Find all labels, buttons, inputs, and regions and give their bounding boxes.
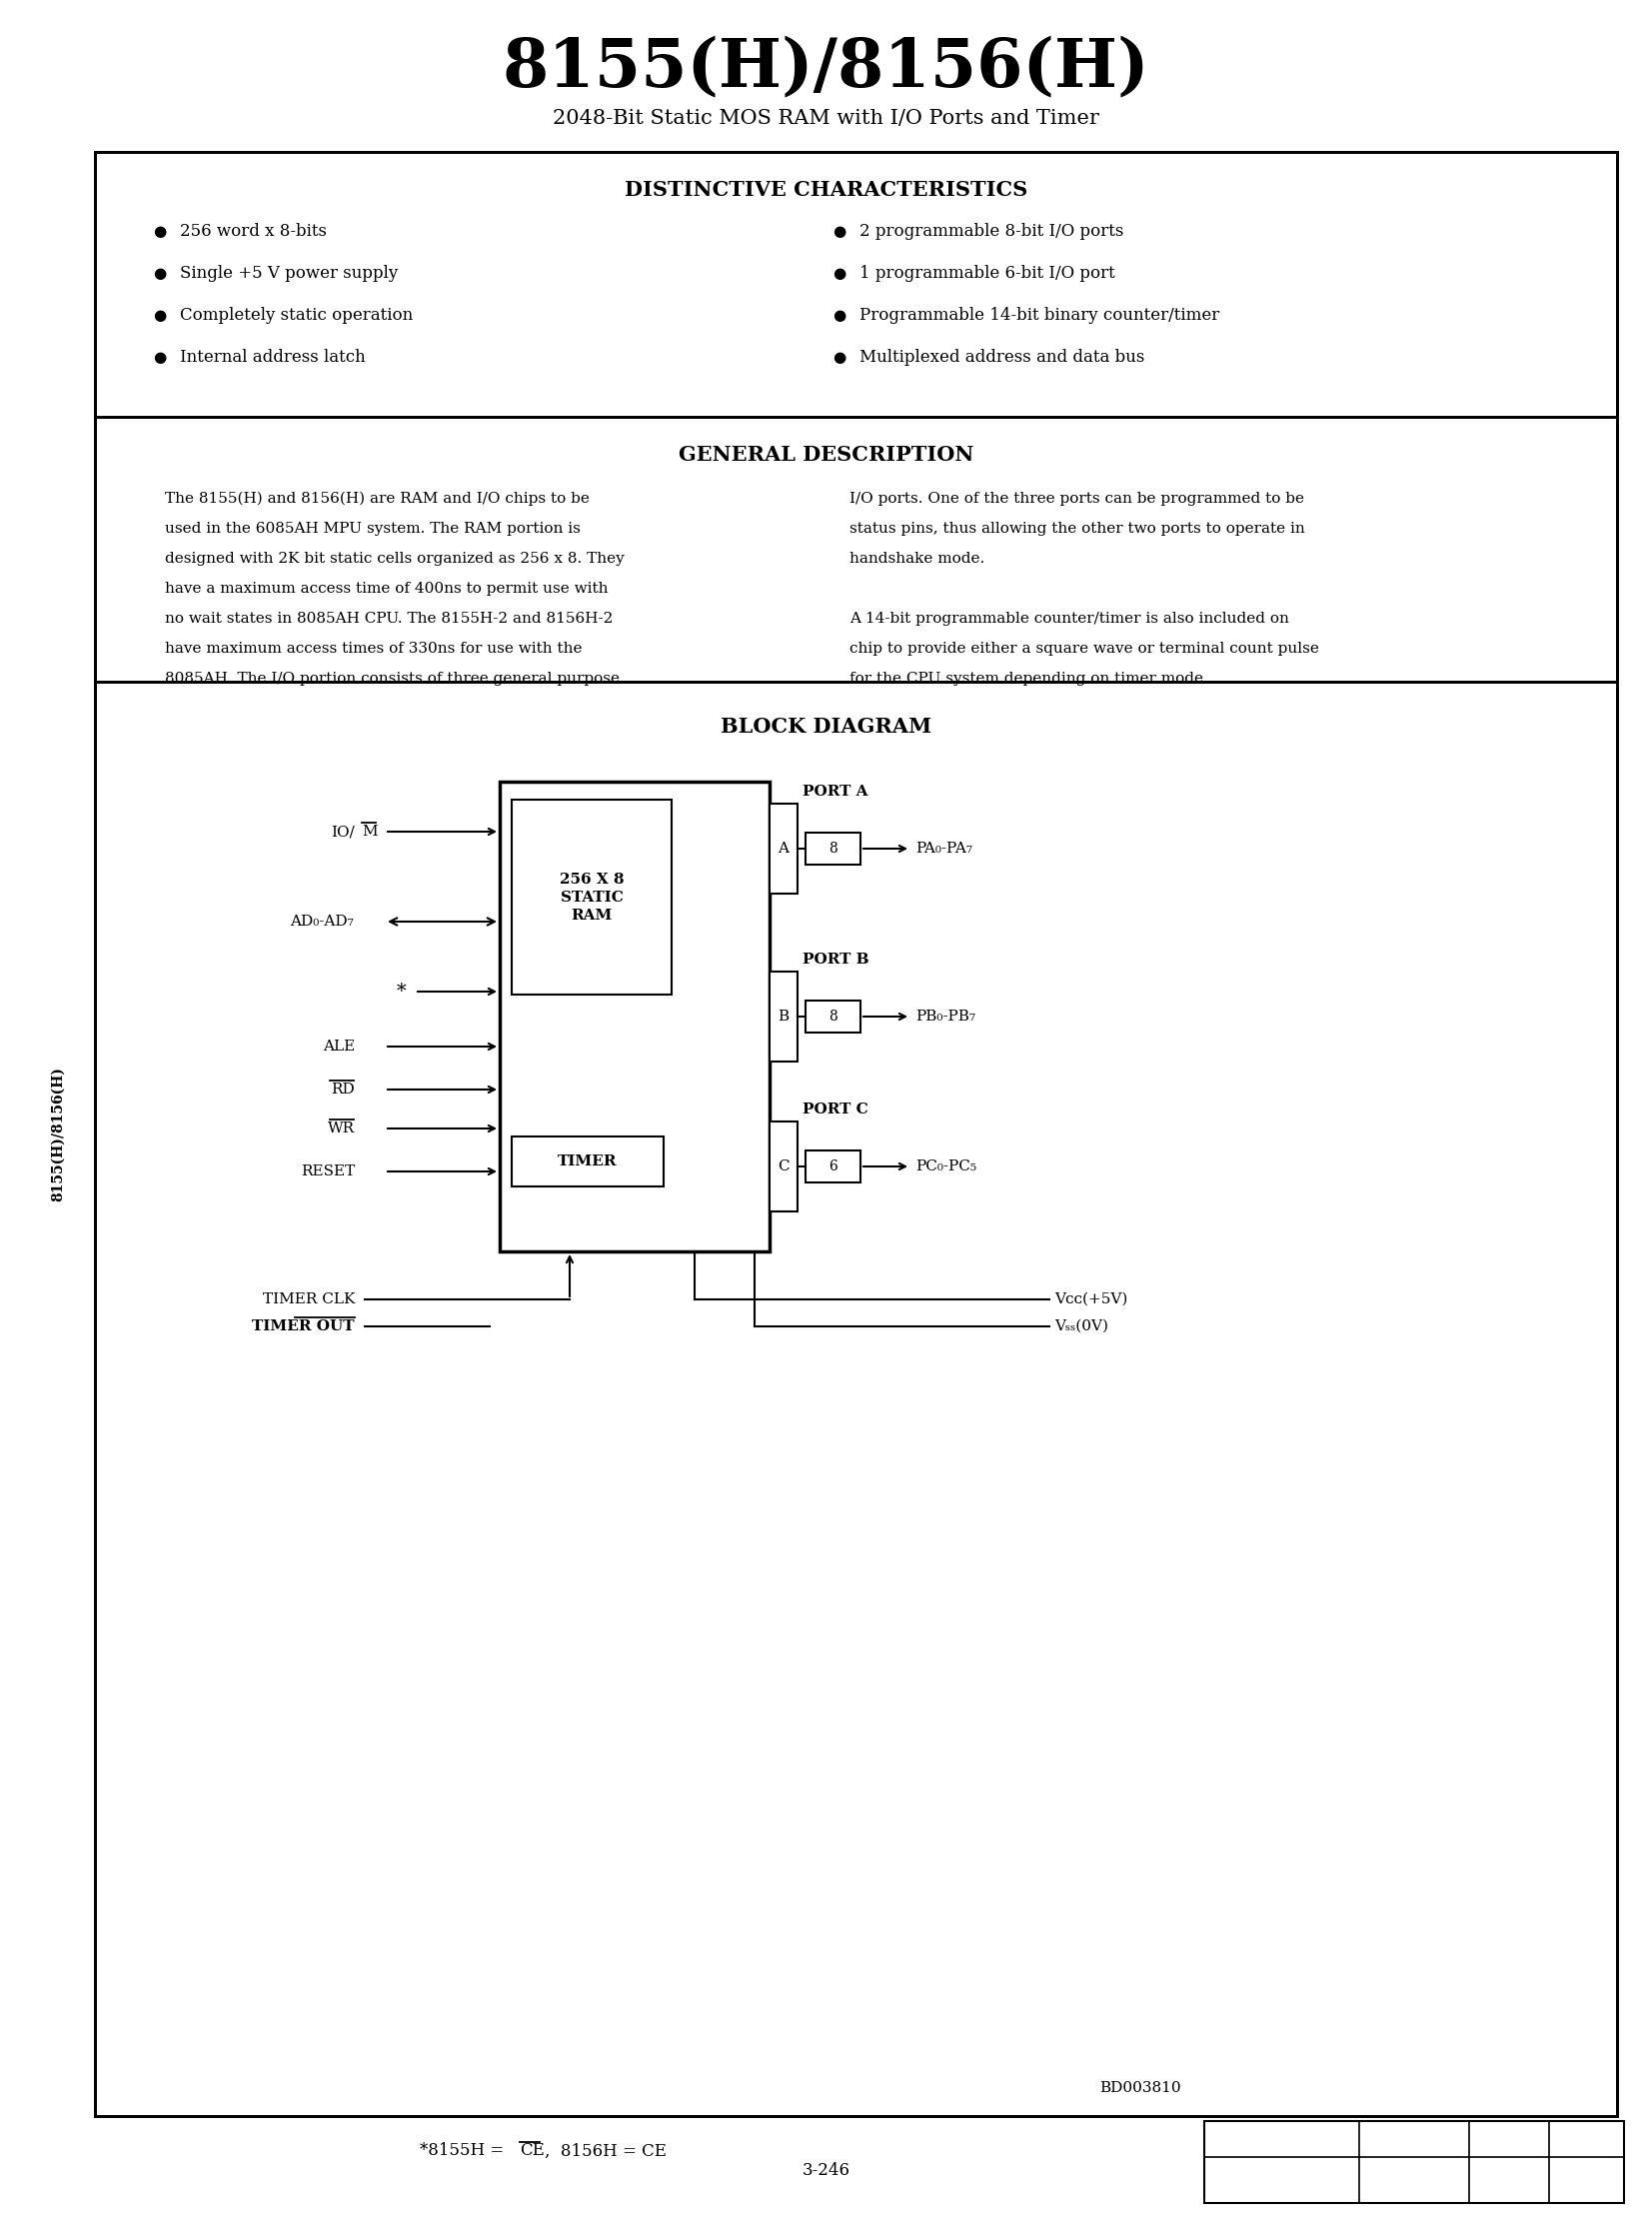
Text: used in the 6085AH MPU system. The RAM portion is: used in the 6085AH MPU system. The RAM p… (165, 521, 580, 536)
Text: ALE: ALE (322, 1040, 355, 1053)
Bar (512, 799, 672, 995)
Text: C: C (1404, 2170, 1414, 2184)
Text: 2048-Bit Static MOS RAM with I/O Ports and Timer: 2048-Bit Static MOS RAM with I/O Ports a… (553, 109, 1099, 127)
Text: DISTINCTIVE CHARACTERISTICS: DISTINCTIVE CHARACTERISTICS (624, 180, 1028, 200)
Text: *: * (396, 982, 406, 999)
Text: IO/: IO/ (330, 824, 355, 839)
Text: STATIC: STATIC (560, 890, 623, 904)
Text: C: C (778, 1160, 790, 1173)
Text: 256 word x 8-bits: 256 word x 8-bits (180, 223, 327, 240)
Bar (1204, 2121, 1624, 2204)
Text: A 14-bit programmable counter/timer is also included on: A 14-bit programmable counter/timer is a… (849, 612, 1289, 626)
Bar (770, 971, 798, 1062)
Text: ●: ● (833, 267, 846, 280)
Bar (94, 151, 1617, 416)
Text: RD: RD (330, 1082, 355, 1097)
Bar (94, 416, 1617, 681)
Text: Rev.: Rev. (1368, 2133, 1396, 2146)
Text: /0: /0 (1502, 2170, 1517, 2184)
Text: ●: ● (833, 309, 846, 323)
Text: for the CPU system depending on timer mode.: for the CPU system depending on timer mo… (849, 672, 1208, 686)
Text: have a maximum access time of 400ns to permit use with: have a maximum access time of 400ns to p… (165, 581, 608, 597)
Text: designed with 2K bit static cells organized as 256 x 8. They: designed with 2K bit static cells organi… (165, 552, 624, 565)
Text: ●: ● (154, 349, 167, 365)
Text: Issue Date: April 1987: Issue Date: April 1987 (1213, 2170, 1355, 2184)
Text: Vₛₛ(0V): Vₛₛ(0V) (1054, 1320, 1108, 1333)
Text: Programmable 14-bit binary counter/timer: Programmable 14-bit binary counter/timer (859, 307, 1219, 325)
Text: A: A (778, 841, 790, 855)
Text: Internal address latch: Internal address latch (180, 349, 365, 367)
Text: 8155(H)/8156(H): 8155(H)/8156(H) (51, 1066, 64, 1202)
Text: BLOCK DIAGRAM: BLOCK DIAGRAM (720, 717, 932, 737)
Text: WR: WR (327, 1122, 355, 1135)
Text: ●: ● (833, 349, 846, 365)
Text: GENERAL DESCRIPTION: GENERAL DESCRIPTION (679, 445, 973, 465)
Text: BD003810: BD003810 (1099, 2081, 1181, 2095)
Bar (806, 999, 861, 1033)
Text: Amendment: Amendment (1477, 2133, 1563, 2146)
Text: handshake mode.: handshake mode. (849, 552, 985, 565)
Text: AD₀-AD₇: AD₀-AD₇ (289, 915, 354, 928)
Text: Publication #: Publication # (1213, 2133, 1308, 2146)
Text: 1 programmable 6-bit I/O port: 1 programmable 6-bit I/O port (859, 265, 1115, 283)
Text: Multiplexed address and data bus: Multiplexed address and data bus (859, 349, 1145, 367)
Bar (94, 151, 1617, 2117)
Text: ,  8156H = CE: , 8156H = CE (545, 2144, 667, 2159)
Text: 8155(H)/8156(H): 8155(H)/8156(H) (502, 36, 1150, 100)
Text: PORT C: PORT C (803, 1102, 869, 1117)
Text: 8085AH. The I/O portion consists of three general purpose: 8085AH. The I/O portion consists of thre… (165, 672, 620, 686)
Text: 256 X 8: 256 X 8 (560, 873, 624, 886)
Text: The 8155(H) and 8156(H) are RAM and I/O chips to be: The 8155(H) and 8156(H) are RAM and I/O … (165, 492, 590, 505)
Text: 00934: 00934 (1260, 2170, 1303, 2184)
Text: PORT A: PORT A (803, 784, 867, 799)
Text: Completely static operation: Completely static operation (180, 307, 413, 325)
Bar (512, 1137, 664, 1186)
Bar (94, 681, 1617, 2117)
Text: RESET: RESET (301, 1164, 355, 1178)
Text: PORT B: PORT B (803, 953, 869, 966)
Text: ●: ● (154, 225, 167, 240)
Text: CE: CE (520, 2144, 545, 2159)
Text: TIMER CLK: TIMER CLK (263, 1293, 355, 1307)
Bar (806, 1151, 861, 1182)
Text: B: B (778, 1011, 790, 1024)
Text: ●: ● (154, 267, 167, 280)
Bar (770, 1122, 798, 1211)
Text: PB₀-PB₇: PB₀-PB₇ (915, 1011, 975, 1024)
Text: RAM: RAM (572, 908, 613, 922)
Text: no wait states in 8085AH CPU. The 8155H-2 and 8156H-2: no wait states in 8085AH CPU. The 8155H-… (165, 612, 613, 626)
Bar (770, 804, 798, 893)
Text: ●: ● (154, 309, 167, 323)
Text: 6: 6 (829, 1160, 838, 1173)
Text: have maximum access times of 330ns for use with the: have maximum access times of 330ns for u… (165, 641, 582, 657)
Text: ●: ● (833, 225, 846, 240)
Text: Single +5 V power supply: Single +5 V power supply (180, 265, 398, 283)
Text: 3-246: 3-246 (801, 2161, 851, 2179)
Bar (499, 781, 770, 1251)
Text: status pins, thus allowing the other two ports to operate in: status pins, thus allowing the other two… (849, 521, 1305, 536)
Text: I/O ports. One of the three ports can be programmed to be: I/O ports. One of the three ports can be… (849, 492, 1303, 505)
Text: TIMER OUT: TIMER OUT (253, 1320, 355, 1333)
Bar (806, 833, 861, 864)
Text: Vᴄᴄ(+5V): Vᴄᴄ(+5V) (1054, 1293, 1128, 1307)
Text: PA₀-PA₇: PA₀-PA₇ (915, 841, 973, 855)
Text: 8: 8 (829, 1011, 838, 1024)
Text: 2 programmable 8-bit I/O ports: 2 programmable 8-bit I/O ports (859, 223, 1123, 240)
Text: PC₀-PC₅: PC₀-PC₅ (915, 1160, 976, 1173)
Text: *8155H =: *8155H = (420, 2144, 509, 2159)
Text: 8: 8 (829, 841, 838, 855)
Text: chip to provide either a square wave or terminal count pulse: chip to provide either a square wave or … (849, 641, 1318, 657)
Text: M: M (362, 824, 377, 839)
Text: TIMER: TIMER (558, 1155, 618, 1169)
